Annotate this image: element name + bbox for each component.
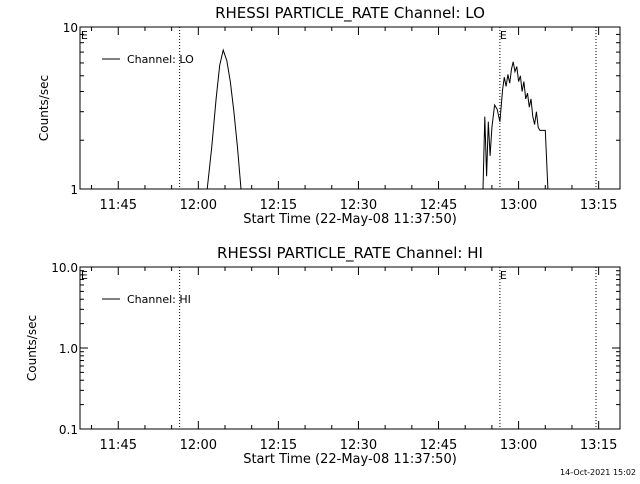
legend-label: Channel: HI — [127, 293, 191, 306]
event-marker-label: E — [500, 29, 507, 42]
x-tick-label: 12:45 — [420, 198, 457, 213]
x-tick-label: 12:15 — [260, 438, 297, 453]
y-tick-label: 10 — [63, 21, 78, 35]
chart-title: RHESSI PARTICLE_RATE Channel: HI — [217, 244, 483, 263]
x-tick-label: 11:45 — [100, 438, 137, 453]
footer-timestamp: 14-Oct-2021 15:02 — [560, 468, 636, 477]
plot-frame — [79, 266, 621, 430]
x-tick-label: 12:00 — [180, 438, 217, 453]
event-marker-label: E — [81, 269, 88, 282]
y-tick-label: 1.0 — [59, 342, 78, 356]
y-tick-label: 1 — [70, 183, 78, 197]
x-tick-label: 12:15 — [260, 198, 297, 213]
legend-label: Channel: LO — [127, 53, 194, 66]
chart-title: RHESSI PARTICLE_RATE Channel: LO — [215, 4, 485, 23]
y-tick-label: 10.0 — [51, 261, 78, 275]
x-tick-label: 13:00 — [500, 198, 537, 213]
event-marker-label: E — [500, 269, 507, 282]
x-tick-label: 12:00 — [180, 198, 217, 213]
x-axis-label: Start Time (22-May-08 11:37:50) — [243, 452, 457, 467]
x-tick-label: 13:15 — [580, 438, 617, 453]
x-tick-label: 13:00 — [500, 438, 537, 453]
x-tick-label: 12:45 — [420, 438, 457, 453]
y-axis-label: Counts/sec — [37, 75, 51, 141]
x-tick-label: 12:30 — [340, 438, 377, 453]
series-line — [482, 61, 549, 190]
y-axis-label: Counts/sec — [25, 315, 39, 381]
y-tick-label: 0.1 — [59, 423, 78, 437]
x-tick-label: 13:15 — [580, 198, 617, 213]
event-marker-label: E — [81, 29, 88, 42]
x-tick-label: 11:45 — [100, 198, 137, 213]
x-axis-label: Start Time (22-May-08 11:37:50) — [243, 212, 457, 227]
series-line — [206, 48, 242, 190]
plot-frame — [79, 26, 621, 190]
x-tick-label: 12:30 — [340, 198, 377, 213]
